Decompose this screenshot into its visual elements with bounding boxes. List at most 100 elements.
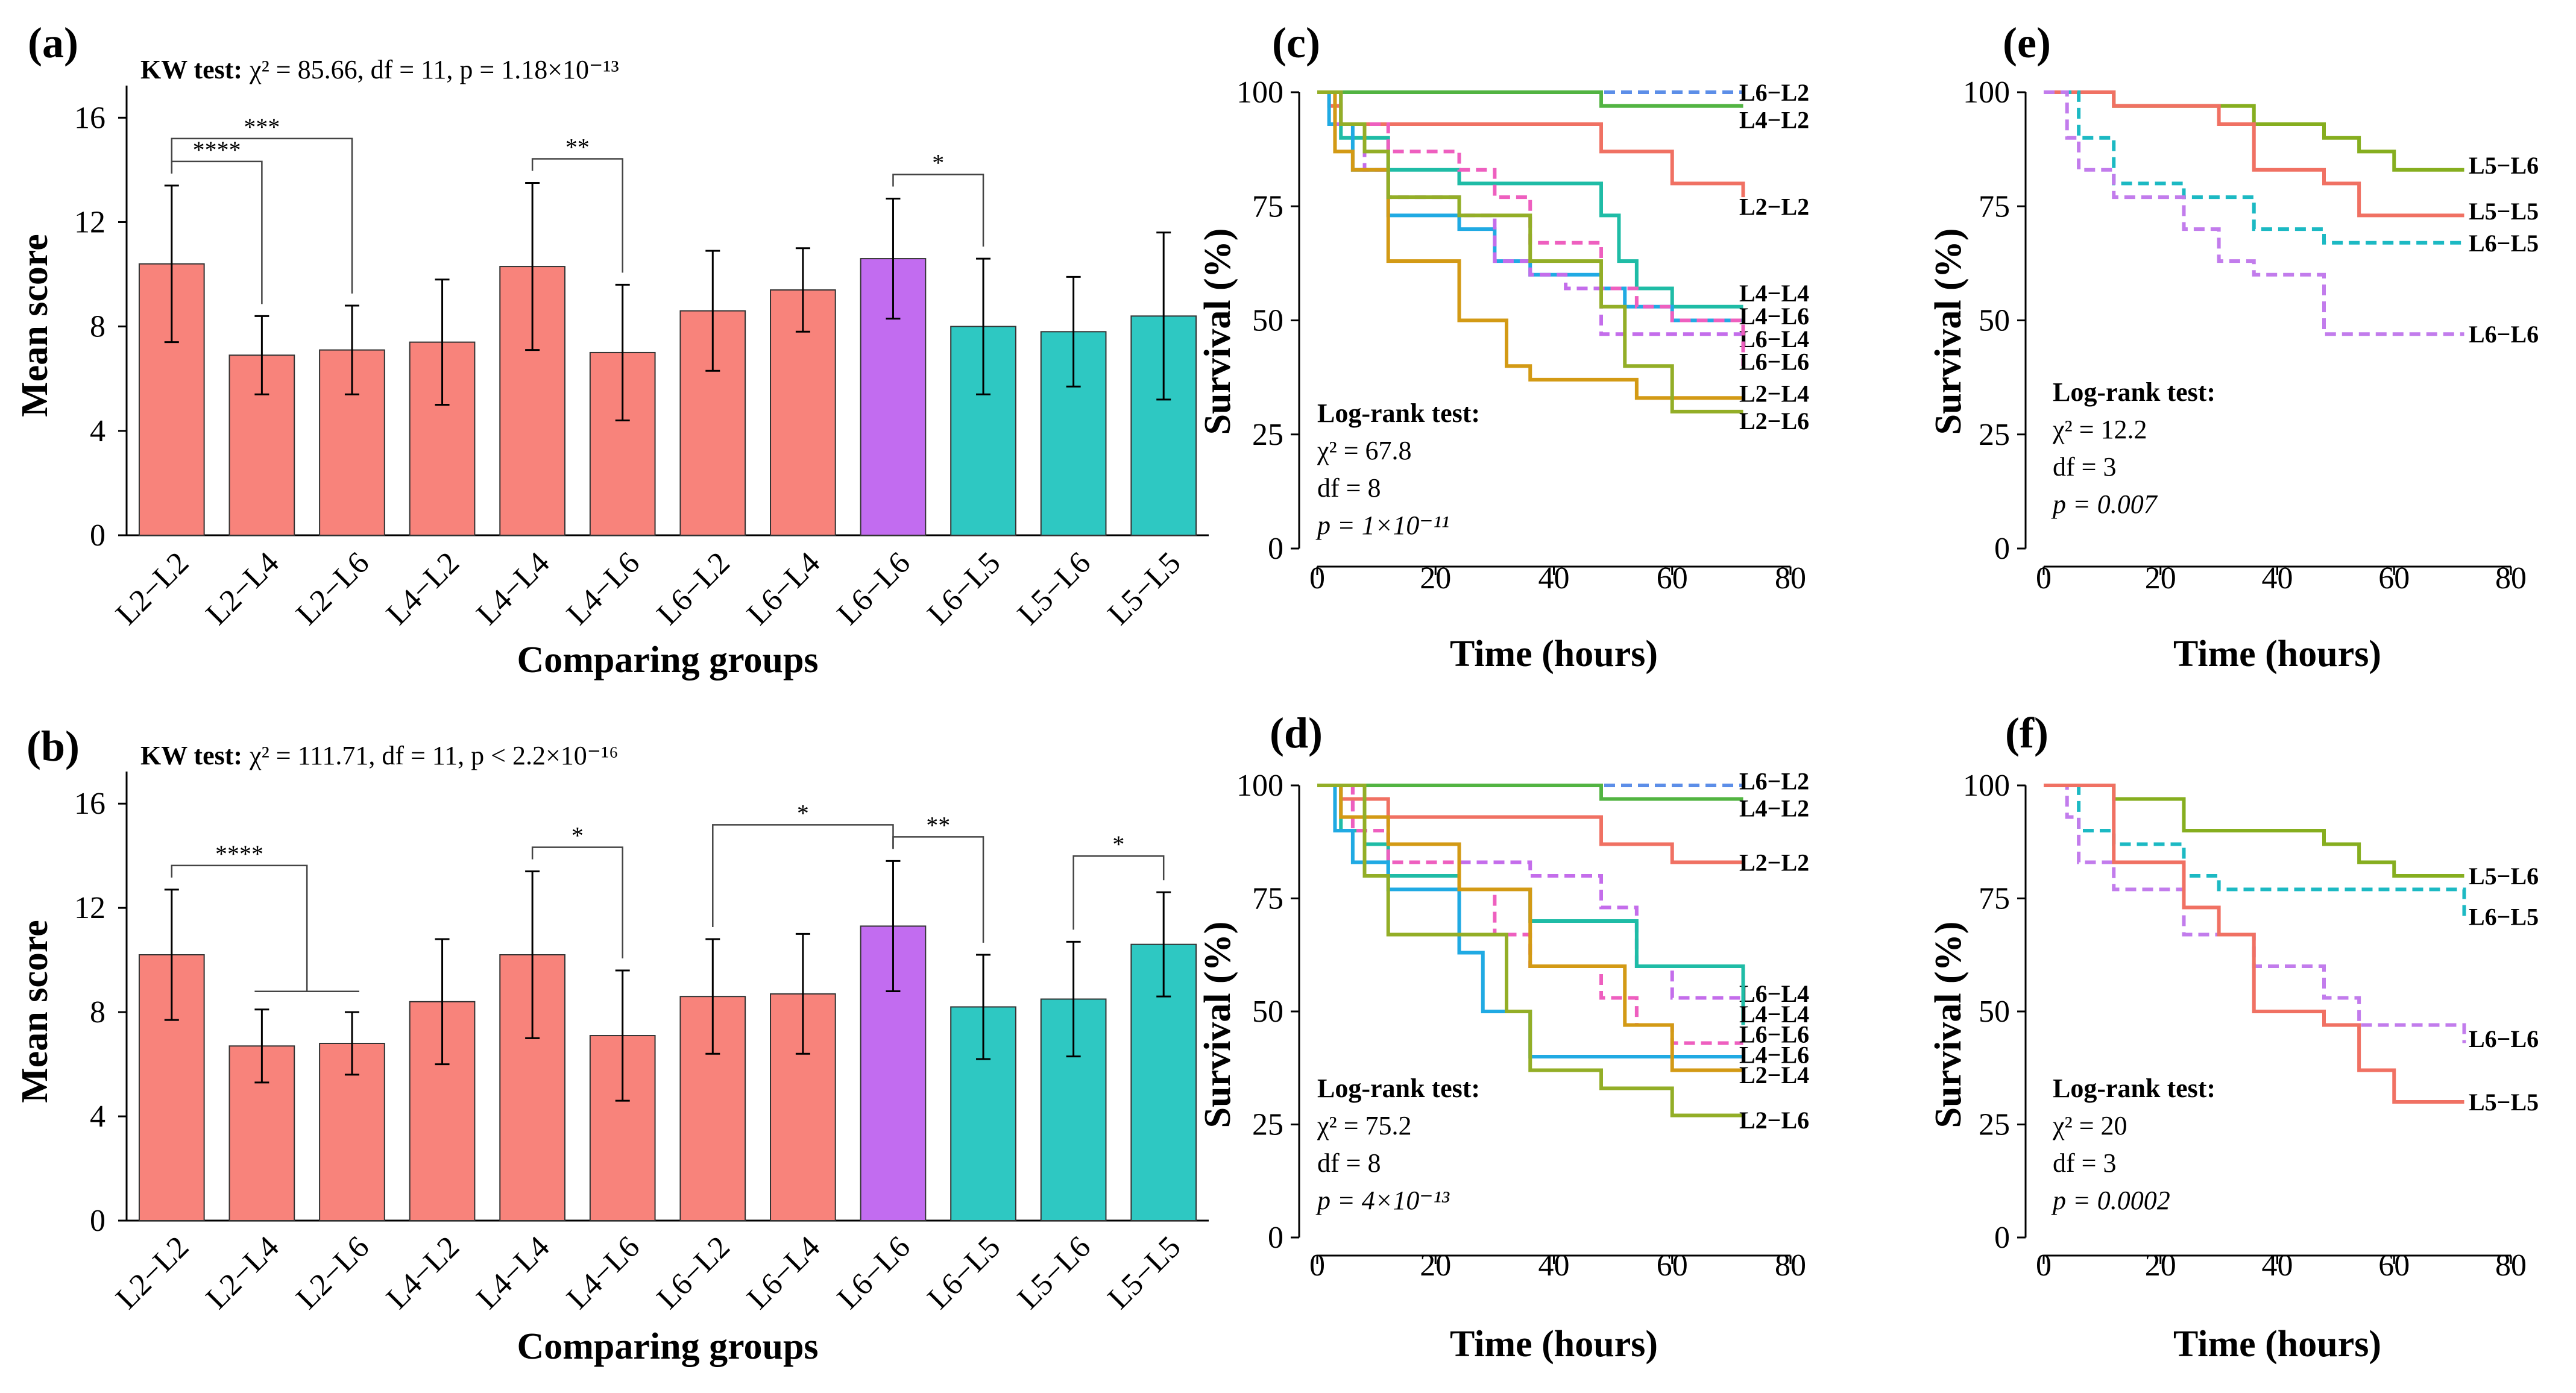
- sig-bracket: [712, 824, 894, 928]
- log-rank-p: p = 4×10⁻¹³: [1315, 1186, 1450, 1215]
- y-tick-label: 75: [1252, 189, 1283, 224]
- x-category-label: L5−L5: [1101, 546, 1188, 632]
- y-tick-label: 50: [1979, 995, 2010, 1029]
- sig-stars: *: [572, 822, 584, 849]
- series-label: L4−L4: [1739, 280, 1809, 307]
- sig-stars: **: [565, 134, 590, 161]
- x-tick-label: 40: [1538, 561, 1570, 596]
- y-tick-label: 12: [74, 891, 105, 925]
- sig-stars: ***: [244, 113, 280, 140]
- x-tick-label: 40: [2262, 561, 2293, 596]
- survival-curve: [1317, 90, 1743, 309]
- x-category-label: L2−L2: [110, 546, 196, 632]
- x-category-label: L5−L6: [1011, 1230, 1097, 1316]
- series-label: L6−L6: [1739, 348, 1809, 376]
- x-category-label: L2−L6: [290, 1230, 376, 1316]
- survival-curve: [2044, 784, 2466, 1043]
- survival-curve: [1317, 90, 1745, 366]
- survival-curve: [1317, 90, 1743, 413]
- y-axis-title: Survival (%): [1197, 922, 1238, 1128]
- panel-label: (d): [1270, 709, 1323, 757]
- y-tick-label: 100: [1236, 769, 1283, 803]
- x-category-label: L4−L6: [560, 1230, 646, 1316]
- survival-curve: [2044, 90, 2464, 336]
- kw-test-values: χ² = 111.71, df = 11, p < 2.2×10⁻¹⁶: [249, 741, 619, 770]
- sig-stars: *: [1112, 831, 1124, 858]
- survival-curve: [1317, 784, 1743, 1072]
- x-category-label: L4−L2: [380, 1230, 466, 1316]
- series-label: L2−L2: [1739, 849, 1809, 876]
- x-category-label: L4−L6: [560, 546, 646, 632]
- series-label: L2−L6: [1739, 1107, 1809, 1134]
- y-tick-label: 4: [90, 414, 105, 448]
- y-tick-label: 25: [1252, 418, 1283, 452]
- y-tick-label: 0: [90, 1204, 105, 1238]
- x-category-label: L6−L6: [831, 546, 917, 632]
- y-tick-label: 16: [74, 787, 105, 821]
- x-tick-label: 80: [2495, 561, 2527, 596]
- sig-bracket: [531, 846, 623, 958]
- x-category-label: L4−L4: [470, 546, 556, 632]
- log-rank-p: p = 0.007: [2051, 489, 2158, 519]
- log-rank-df: df = 3: [2053, 452, 2116, 482]
- y-axis-title: Mean score: [14, 920, 55, 1103]
- log-rank-df: df = 8: [1317, 473, 1381, 503]
- y-tick-label: 0: [1994, 532, 2010, 566]
- survival-curve: [2044, 784, 2466, 917]
- panel-label: (c): [1272, 19, 1320, 67]
- series-label: L6−L4: [1739, 980, 1809, 1007]
- sig-stars: **: [926, 811, 950, 838]
- kw-test-stat: KW test: χ² = 85.66, df = 11, p = 1.18×10…: [140, 55, 619, 84]
- x-category-label: L6−L6: [831, 1230, 917, 1316]
- sig-bracket: [892, 174, 984, 247]
- y-tick-label: 0: [1268, 1221, 1283, 1255]
- x-category-label: L2−L4: [200, 546, 286, 632]
- panel-label: (b): [27, 722, 80, 770]
- x-tick-label: 0: [2036, 561, 2052, 596]
- series-label: L6−L6: [2469, 1025, 2539, 1052]
- bar-panel-b: (b) KW test: χ² = 111.71, df = 11, p < 2.2…: [14, 722, 1209, 1367]
- survival-curve: [2044, 90, 2464, 245]
- panel-label: (e): [2003, 19, 2051, 67]
- x-tick-label: 0: [1309, 1248, 1325, 1283]
- series-label: L6−L6: [1739, 1021, 1809, 1048]
- log-rank-title: Log-rank test:: [1317, 1074, 1480, 1103]
- x-tick-label: 20: [1420, 1248, 1451, 1283]
- x-axis-title: Time (hours): [1450, 1324, 1658, 1365]
- y-axis-title: Survival (%): [1197, 228, 1238, 435]
- survival-curve: [1317, 90, 1743, 336]
- y-tick-label: 25: [1979, 418, 2010, 452]
- y-tick-label: 100: [1963, 75, 2010, 110]
- series-label: L6−L5: [2469, 904, 2539, 931]
- series-label: L5−L6: [2469, 152, 2539, 179]
- x-tick-label: 20: [2145, 1248, 2176, 1283]
- series-label: L4−L2: [1739, 795, 1809, 822]
- y-tick-label: 100: [1963, 769, 2010, 803]
- series-label: L5−L5: [2469, 198, 2539, 225]
- sig-bracket: [171, 137, 353, 294]
- x-category-label: L2−L4: [200, 1230, 286, 1316]
- series-label: L2−L4: [1739, 1061, 1809, 1089]
- survival-curve: [1317, 90, 1745, 198]
- sig-bracket: [531, 158, 623, 273]
- sig-stars: *: [797, 799, 809, 826]
- x-category-label: L4−L4: [470, 1230, 556, 1316]
- y-tick-label: 16: [74, 101, 105, 135]
- y-tick-label: 25: [1979, 1108, 2010, 1142]
- x-axis-title: Time (hours): [1450, 634, 1658, 674]
- y-tick-label: 75: [1252, 882, 1283, 916]
- log-rank-chi: χ² = 12.2: [2052, 415, 2147, 444]
- series-label: L2−L2: [1739, 193, 1809, 220]
- survival-curve: [2044, 90, 2464, 218]
- series-label: L5−L5: [2469, 1089, 2539, 1116]
- x-tick-label: 60: [2378, 561, 2410, 596]
- x-tick-label: 80: [1775, 561, 1806, 596]
- y-tick-label: 4: [90, 1099, 105, 1134]
- y-tick-label: 75: [1979, 882, 2010, 916]
- y-tick-label: 8: [90, 310, 105, 344]
- x-tick-label: 40: [1538, 1248, 1570, 1283]
- x-category-label: L6−L2: [650, 546, 737, 632]
- sig-bracket: [1072, 855, 1165, 930]
- x-category-label: L6−L2: [650, 1230, 737, 1316]
